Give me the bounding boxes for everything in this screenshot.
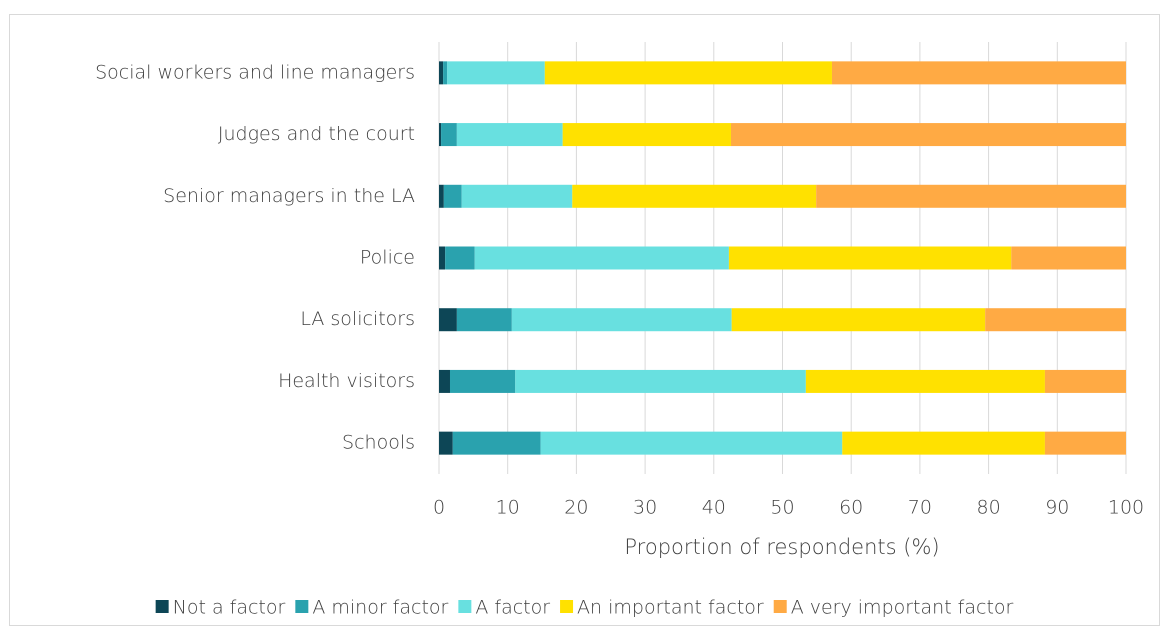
x-tick-label: 80 [977, 497, 1001, 519]
x-tick-label: 0 [433, 497, 445, 519]
x-tick-label: 40 [702, 497, 726, 519]
bar-segment [443, 184, 462, 208]
y-tick-label: Schools [342, 432, 415, 454]
bar-segment [1011, 246, 1126, 270]
bar-segment [544, 61, 832, 85]
y-tick-label: Police [360, 247, 415, 269]
legend-swatch [458, 600, 472, 613]
bar-segment [540, 431, 843, 455]
y-tick-label: Senior managers in the LA [163, 185, 415, 207]
x-axis-label: Proportion of respondents (%) [624, 535, 939, 559]
x-tick-label: 100 [1108, 497, 1144, 519]
y-tick-label: Judges and the court [218, 123, 415, 145]
y-tick-label: Social workers and line managers [95, 61, 415, 83]
bar-segment [1044, 369, 1126, 393]
y-tick-label: Health visitors [278, 370, 415, 392]
bar-segment [730, 123, 1126, 147]
bar-segment [728, 246, 1012, 270]
legend-swatch [155, 600, 169, 613]
bar-segment [449, 369, 516, 393]
bar-segment [805, 369, 1045, 393]
bar-segment [562, 123, 731, 147]
bar-segment [439, 369, 450, 393]
bar-segment [511, 308, 732, 332]
bar-segment [445, 246, 475, 270]
x-tick-label: 30 [633, 497, 657, 519]
bar-segment [447, 61, 545, 85]
x-tick-label: 90 [1045, 497, 1069, 519]
x-tick-label: 60 [839, 497, 863, 519]
bar-segment [474, 246, 729, 270]
bar-segment [443, 61, 448, 85]
bar-segment [985, 308, 1126, 332]
legend-label: A factor [475, 597, 550, 619]
bar-segment [461, 184, 573, 208]
legend-label: A minor factor [312, 597, 448, 619]
bar-segment [452, 431, 541, 455]
bar-segment [515, 369, 806, 393]
x-tick-label: 10 [496, 497, 520, 519]
legend-swatch [773, 600, 787, 613]
legend-label: Not a factor [173, 597, 286, 619]
bar-segment [1044, 431, 1126, 455]
legend-label: An important factor [577, 597, 764, 619]
bar-segment [439, 61, 444, 85]
y-tick-label: LA solicitors [300, 308, 415, 330]
bar-segment [439, 431, 453, 455]
bar-segment [831, 61, 1126, 85]
bar-segment [842, 431, 1045, 455]
bar-segment [439, 184, 444, 208]
bar-segment [441, 123, 457, 147]
legend-label: A very important factor [791, 597, 1014, 619]
bar-segment [572, 184, 817, 208]
x-tick-label: 20 [564, 497, 588, 519]
legend-swatch [560, 600, 574, 613]
bar-segment [439, 246, 446, 270]
bar-segment [439, 308, 457, 332]
x-tick-label: 50 [770, 497, 794, 519]
bar-segment [439, 123, 442, 147]
bar-segment [456, 308, 512, 332]
bar-segment [816, 184, 1126, 208]
bar-segment [456, 123, 563, 147]
legend-swatch [295, 600, 309, 613]
legend: Not a factor A minor factor A factor An imp… [155, 597, 1014, 619]
bar-segment [731, 308, 986, 332]
x-tick-label: 70 [908, 497, 932, 519]
